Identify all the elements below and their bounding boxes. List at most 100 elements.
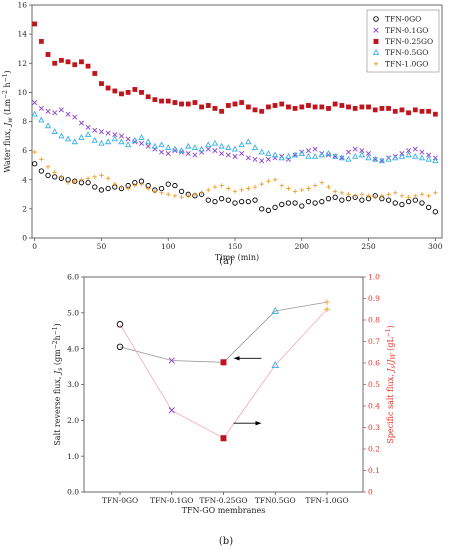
data-point [412, 152, 419, 159]
data-point [192, 100, 198, 105]
legend: TFN-0GO TFN-0.1GO TFN-0.25GO TFN-0.5GO TFN-1… [366, 9, 440, 73]
x-tick-label: 200 [295, 242, 310, 251]
data-point [419, 149, 425, 155]
data-point [285, 152, 292, 159]
plot-frame [83, 276, 364, 493]
data-series [116, 299, 330, 442]
data-point [51, 128, 58, 135]
data-point [232, 200, 238, 206]
data-point [292, 200, 298, 206]
data-point [325, 196, 332, 202]
data-point [32, 149, 37, 155]
data-point [59, 174, 64, 180]
data-point [352, 193, 358, 198]
data-point [346, 192, 351, 197]
data-point [332, 194, 338, 200]
data-point [152, 189, 158, 194]
data-point [165, 98, 171, 104]
data-point [259, 108, 265, 114]
data-point-right [271, 360, 280, 368]
data-point [232, 189, 238, 194]
left-y-tick-label: 0.0 [67, 488, 79, 497]
legend-marker [372, 49, 380, 56]
legend-marker [373, 27, 379, 33]
label-part: Water flux, [3, 126, 12, 173]
data-point [84, 131, 92, 137]
data-point [131, 136, 139, 143]
data-point [225, 103, 231, 108]
data-point [124, 141, 132, 148]
data-point [352, 146, 358, 152]
data-point [366, 151, 372, 157]
data-point [152, 146, 158, 152]
data-point [58, 132, 65, 139]
data-point [339, 197, 345, 203]
data-point [265, 104, 271, 110]
data-point [251, 144, 259, 151]
data-point [118, 138, 125, 145]
data-point [92, 184, 98, 190]
data-point [318, 151, 325, 158]
data-point [359, 192, 365, 197]
data-point [92, 174, 97, 180]
label-part: W [390, 353, 397, 360]
data-point [52, 170, 57, 175]
left-y-tick-label: 3.0 [67, 380, 79, 389]
data-point [125, 89, 131, 95]
data-point [199, 104, 205, 110]
right-y-tick-label: 0.6 [368, 359, 380, 368]
label-part: −2 [2, 90, 9, 99]
data-point [105, 130, 111, 136]
data-point-left [324, 299, 330, 305]
label-part: (gL [386, 337, 395, 354]
series-TFN-0.5GO [31, 110, 439, 164]
x-tick-label: 0 [32, 242, 37, 251]
data-point [366, 104, 371, 110]
data-point [239, 100, 245, 105]
data-point [246, 186, 251, 191]
data-point [186, 193, 191, 198]
axis-ticks: 0 50 100 150 200 250 300 0 2 4 6 8 10 12 14 16 [17, 1, 442, 251]
data-point [426, 193, 431, 198]
data-point [259, 181, 264, 187]
data-point [359, 197, 365, 203]
data-point [352, 152, 359, 159]
data-point [65, 59, 71, 65]
y-axis-label: Water flux, Jw (Lm−2 h−1) [2, 70, 14, 172]
data-point [159, 149, 165, 155]
label-part: J [3, 122, 12, 128]
data-point [99, 81, 104, 87]
right-y-tick-label: 0 [368, 488, 373, 497]
data-point [45, 108, 51, 114]
data-point [319, 198, 325, 205]
data-point [239, 198, 245, 205]
data-point-left [168, 357, 175, 364]
data-point [278, 154, 285, 161]
data-point [32, 100, 38, 106]
data-point [72, 179, 77, 184]
data-point [305, 198, 312, 205]
label-part: ) [3, 70, 12, 73]
data-point [312, 183, 318, 188]
data-point [185, 151, 191, 157]
data-point [218, 196, 225, 202]
data-point [58, 57, 64, 63]
data-point [312, 146, 318, 152]
data-point [192, 152, 198, 158]
legend-marker [373, 38, 379, 44]
data-point [373, 195, 378, 200]
data-point [65, 111, 71, 117]
legend-marker [373, 61, 379, 67]
data-point [259, 158, 265, 164]
data-point [359, 148, 365, 154]
data-point [425, 155, 432, 162]
data-point [306, 186, 311, 191]
data-point [413, 193, 418, 198]
axis-ticks: TFN-0GO TFN-0.1GO TFN-0.25GO TFN0.5GO TFN-1.… [67, 273, 380, 505]
data-point [265, 150, 272, 156]
data-point [145, 138, 152, 145]
data-point [326, 184, 331, 190]
label-part: −2 [52, 340, 59, 349]
data-point [145, 94, 151, 100]
